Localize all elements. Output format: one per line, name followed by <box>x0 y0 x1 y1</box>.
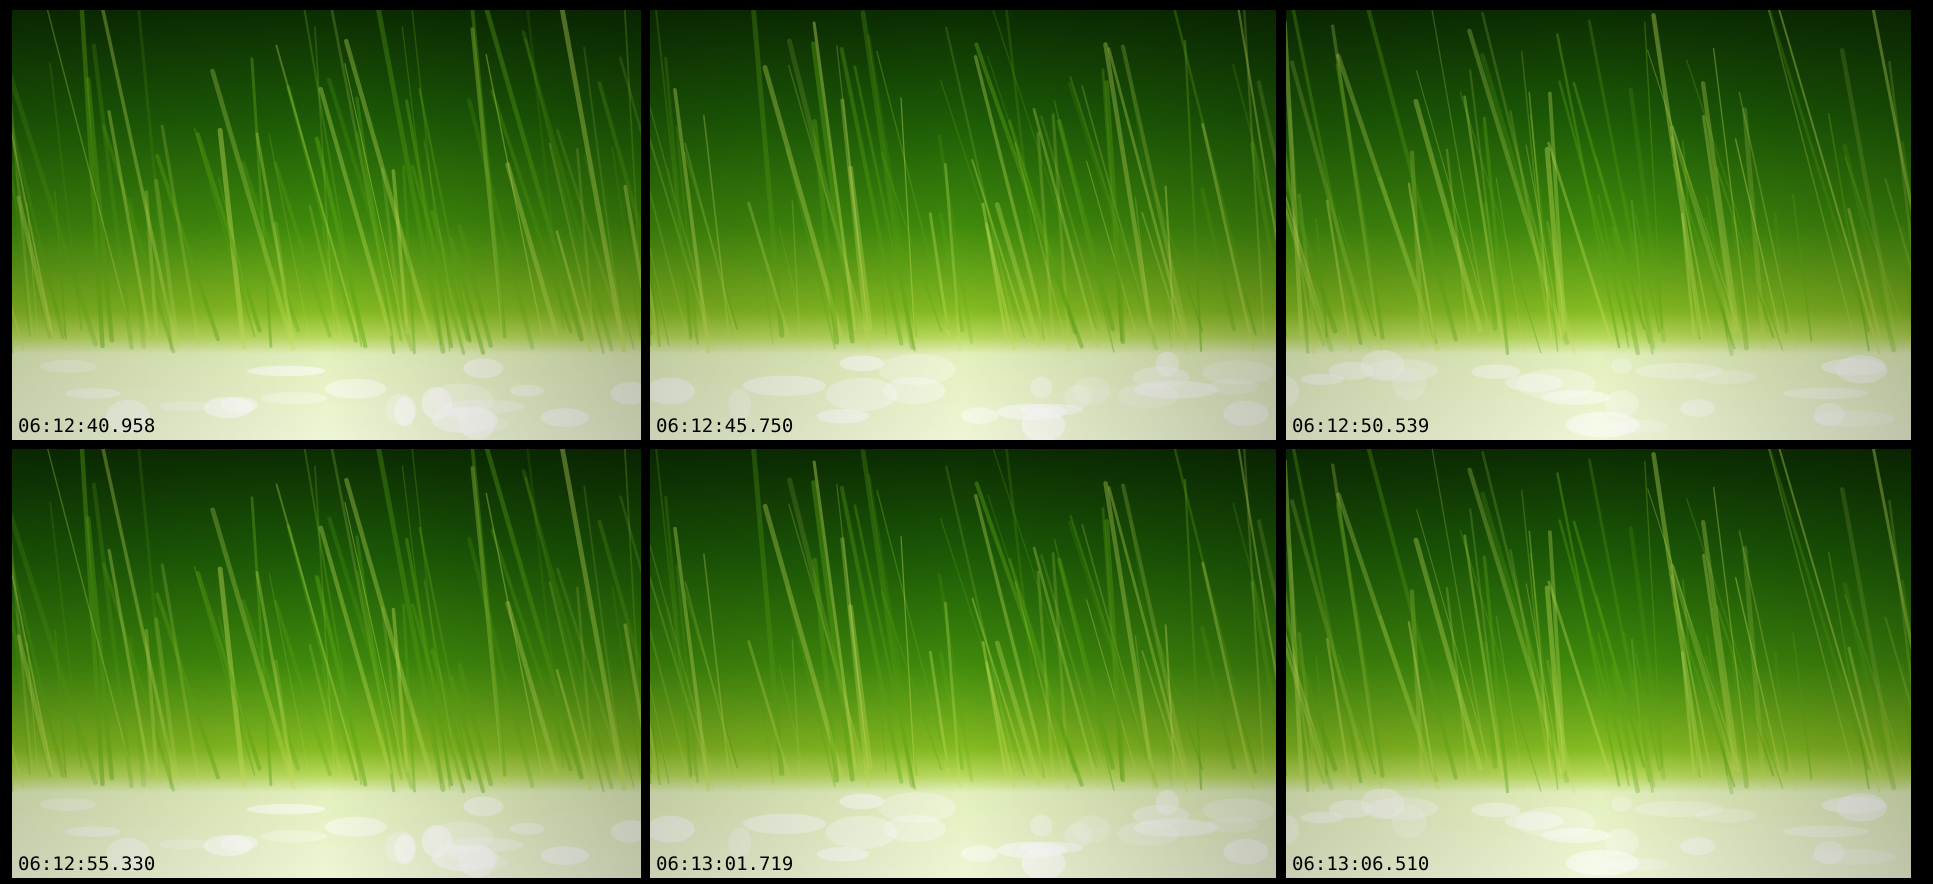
shade <box>12 10 641 440</box>
shade <box>12 449 641 878</box>
shade <box>1286 10 1911 440</box>
shade <box>650 449 1276 878</box>
image-panel <box>1286 10 1911 440</box>
image-panel <box>12 10 641 440</box>
timestamp: 06:12:50.539 <box>1292 415 1429 437</box>
shade <box>650 10 1276 440</box>
image-panel <box>12 449 641 878</box>
image-panel <box>1286 449 1911 878</box>
timestamp: 06:12:55.330 <box>18 853 155 875</box>
image-panel <box>650 449 1276 878</box>
timestamp: 06:12:40.958 <box>18 415 155 437</box>
timestamp: 06:12:45.750 <box>656 415 793 437</box>
timestamp: 06:13:06.510 <box>1292 853 1429 875</box>
timestamp: 06:13:01.719 <box>656 853 793 875</box>
shade <box>1286 449 1911 878</box>
image-panel <box>650 10 1276 440</box>
